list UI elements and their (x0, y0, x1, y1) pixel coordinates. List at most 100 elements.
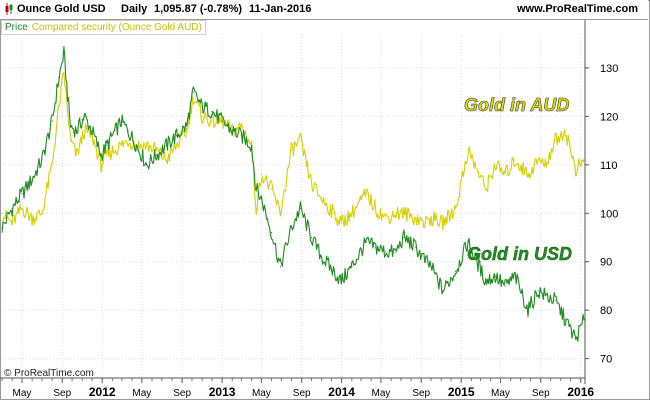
point-gold-usd (255, 188, 257, 190)
point-gold-usd (231, 130, 233, 132)
x-tick-label: 2013 (209, 385, 236, 399)
point-gold-aud (442, 222, 444, 224)
point-gold-aud (165, 159, 168, 161)
point-gold-aud (544, 164, 546, 166)
point-gold-usd (175, 135, 178, 137)
point-gold-usd (537, 290, 539, 292)
point-gold-aud (41, 212, 43, 214)
point-gold-usd (375, 246, 377, 248)
point-gold-usd (544, 295, 546, 297)
point-gold-usd (270, 232, 273, 234)
point-gold-usd (564, 319, 566, 321)
point-gold-usd (51, 120, 53, 122)
point-gold-aud (51, 164, 53, 166)
point-gold-usd (365, 241, 367, 243)
point-gold-aud (120, 144, 122, 147)
point-gold-aud (31, 217, 33, 219)
point-gold-aud (527, 173, 529, 176)
point-gold-usd (290, 227, 293, 229)
x-tick-label: 2015 (448, 385, 475, 399)
point-gold-aud (21, 207, 23, 210)
point-gold-aud (564, 130, 566, 132)
point-gold-usd (514, 275, 516, 277)
point-gold-usd (201, 106, 203, 108)
point-gold-usd (384, 251, 387, 253)
x-tick-label: 2012 (89, 385, 116, 399)
point-gold-usd (186, 125, 188, 127)
point-gold-aud (365, 193, 367, 195)
point-gold-aud (554, 139, 556, 142)
point-gold-aud (83, 130, 86, 132)
point-gold-aud (58, 106, 60, 108)
legend-bar: Price Compared security (Ounce Gold AUD) (1, 20, 206, 35)
x-tick-label: 2016 (567, 385, 594, 399)
point-gold-usd (63, 52, 65, 54)
x-tick-label: May (491, 388, 510, 399)
price-change: 1,095.87 (-0.78%) (154, 3, 243, 15)
point-gold-aud (504, 173, 506, 176)
point-gold-aud (270, 188, 273, 190)
x-tick-label: Sep (53, 388, 71, 399)
instrument-name: Ounce Gold USD (17, 3, 106, 15)
point-gold-aud (175, 144, 178, 147)
point-gold-usd (575, 338, 577, 340)
point-gold-aud (375, 207, 377, 210)
y-tick-label: 100 (600, 208, 618, 220)
y-tick-label: 110 (600, 160, 618, 172)
point-gold-aud (310, 183, 313, 185)
point-gold-aud (340, 222, 342, 224)
date-label: 11-Jan-2016 (249, 3, 312, 15)
point-gold-aud (384, 217, 387, 219)
point-gold-usd (146, 164, 148, 166)
point-gold-aud (403, 212, 405, 214)
point-gold-usd (69, 125, 72, 127)
point-gold-usd (11, 207, 13, 210)
point-gold-usd (83, 115, 86, 117)
point-gold-aud (260, 173, 263, 176)
point-gold-usd (455, 270, 457, 273)
point-gold-aud (485, 188, 487, 190)
x-tick-label: Sep (412, 388, 430, 399)
point-gold-usd (494, 275, 496, 277)
point-gold-usd (395, 251, 397, 253)
point-gold-aud (537, 159, 539, 161)
point-gold-aud (240, 125, 243, 127)
legend-price-label[interactable]: Price (5, 22, 28, 33)
point-gold-aud (106, 154, 108, 156)
period-label: Daily (121, 3, 148, 15)
point-gold-usd (120, 120, 122, 122)
x-tick-label: Sep (532, 388, 550, 399)
point-gold-usd (467, 241, 469, 243)
y-tick-label: 70 (600, 354, 612, 366)
point-gold-usd (554, 299, 556, 302)
point-gold-aud (186, 130, 188, 132)
point-gold-usd (279, 265, 281, 268)
point-gold-usd (136, 144, 138, 147)
point-gold-aud (425, 222, 427, 224)
y-tick-label: 80 (600, 305, 612, 317)
point-gold-aud (467, 149, 469, 151)
point-gold-usd (351, 265, 353, 268)
series-line-gold-usd (1, 46, 585, 342)
y-tick-label: 130 (600, 63, 618, 75)
point-gold-usd (127, 130, 129, 132)
point-gold-usd (211, 110, 213, 113)
point-gold-usd (250, 144, 253, 147)
point-gold-aud (430, 217, 432, 219)
point-gold-aud (192, 96, 194, 98)
annotation-gold-usd: Gold in USD (467, 244, 572, 264)
x-tick-label: 2014 (328, 385, 355, 399)
x-tick-label: Sep (293, 388, 311, 399)
point-gold-usd (192, 91, 194, 93)
point-gold-aud (351, 212, 353, 214)
legend-compared-label[interactable]: Compared security (Ounce Gold AUD) (31, 22, 202, 33)
point-gold-usd (340, 280, 342, 282)
point-gold-aud (211, 120, 213, 122)
candlestick-icon (5, 3, 13, 15)
copyright-label: © ProRealTime.com (4, 368, 94, 379)
point-gold-aud (583, 159, 585, 161)
point-gold-usd (403, 236, 405, 239)
point-gold-aud (255, 207, 257, 210)
point-gold-usd (221, 120, 223, 122)
